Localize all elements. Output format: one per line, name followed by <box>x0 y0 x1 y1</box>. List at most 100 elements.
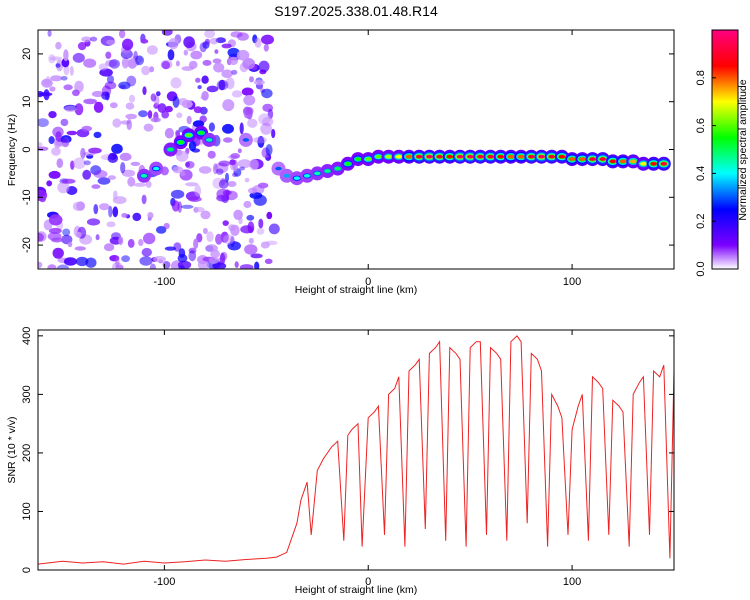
noise-blob <box>56 59 64 72</box>
noise-blob <box>62 228 71 237</box>
noise-blob <box>204 30 216 39</box>
ridge-mark <box>568 157 576 161</box>
noise-blob <box>38 142 43 147</box>
noise-blob <box>266 211 273 220</box>
noise-blob <box>183 36 195 49</box>
y-tick-label: 0 <box>21 567 33 573</box>
ridge-mark <box>436 154 443 159</box>
noise-blob <box>101 91 110 100</box>
noise-blob <box>218 160 231 167</box>
ridge-mark <box>375 154 382 159</box>
noise-blob <box>227 47 240 58</box>
y-tick-label: 300 <box>21 385 33 403</box>
noise-blob <box>46 180 53 187</box>
noise-blob <box>41 79 52 85</box>
ridge-mark <box>548 154 555 159</box>
noise-blob <box>83 160 91 166</box>
noise-blob <box>82 169 92 180</box>
noise-blob <box>237 148 242 154</box>
noise-blob <box>83 58 97 68</box>
colorbar-gradient <box>711 29 739 270</box>
noise-blob <box>193 238 199 250</box>
ridge-mark <box>426 154 433 159</box>
noise-blob <box>146 45 158 55</box>
noise-blob <box>127 176 136 187</box>
noise-blob <box>188 196 202 202</box>
noise-blob <box>73 157 86 169</box>
snr-plot-area <box>38 330 674 570</box>
noise-blob <box>161 30 173 36</box>
noise-blob <box>258 218 264 229</box>
noise-blob <box>232 172 238 177</box>
noise-blob <box>39 195 47 203</box>
noise-blob <box>262 116 274 127</box>
noise-blob <box>225 77 235 90</box>
noise-blob <box>170 189 185 199</box>
x-tick-label: -100 <box>153 576 175 588</box>
noise-blob <box>47 30 52 37</box>
noise-blob <box>81 36 92 43</box>
noise-blob <box>243 200 252 209</box>
noise-blob <box>48 170 61 179</box>
noise-blob <box>264 258 273 264</box>
noise-blob <box>122 38 134 51</box>
snr-frame <box>37 329 675 571</box>
ridge-mark <box>354 157 362 161</box>
ridge-mark <box>619 159 627 164</box>
noise-blob <box>109 102 118 109</box>
noise-blob <box>219 252 226 265</box>
noise-blob <box>164 127 174 139</box>
noise-blob <box>51 147 61 156</box>
spectrogram-x-axis-label: Height of straight line (km) <box>295 284 418 296</box>
spectrogram-y-axis-label: Frequency (Hz) <box>6 114 18 186</box>
noise-blob <box>106 39 116 45</box>
noise-blob <box>38 118 49 128</box>
ridge-mark <box>589 157 596 161</box>
noise-blob <box>75 256 89 267</box>
snr-x-ticks: -100 0 100 <box>153 330 581 588</box>
noise-blob <box>201 75 209 84</box>
ridge-mark <box>487 154 494 159</box>
spectrogram-ridge-layer <box>137 125 671 186</box>
noise-blob <box>172 166 184 174</box>
noise-blob <box>258 60 270 73</box>
ridge-mark <box>497 154 504 159</box>
noise-blob <box>222 123 234 134</box>
noise-blob <box>227 181 237 187</box>
noise-blob <box>229 159 236 166</box>
noise-blob <box>254 261 260 269</box>
noise-blob <box>93 204 99 215</box>
noise-blob <box>63 84 73 91</box>
noise-blob <box>98 63 108 71</box>
noise-blob <box>118 30 126 39</box>
noise-blob <box>177 254 188 263</box>
noise-blob <box>45 75 51 85</box>
noise-blob <box>49 56 63 61</box>
noise-blob <box>172 96 180 108</box>
noise-blob <box>38 232 44 242</box>
ridge-mark <box>507 154 515 159</box>
noise-blob <box>149 66 155 73</box>
noise-blob <box>231 69 238 75</box>
spectrogram-y-ticks: -20 -10 0 10 20 <box>21 48 674 253</box>
colorbar-label: Normalized spectral amplitude <box>737 79 749 220</box>
noise-blob <box>249 76 254 83</box>
spectrogram-noise-layer <box>38 30 280 269</box>
noise-blob <box>38 91 44 98</box>
noise-blob <box>185 161 195 169</box>
ridge-mark <box>324 169 331 173</box>
noise-blob <box>208 256 219 264</box>
noise-blob <box>97 177 111 185</box>
noise-blob <box>244 244 258 255</box>
noise-blob <box>185 182 199 187</box>
noise-blob <box>147 110 153 119</box>
noise-blob <box>112 118 122 128</box>
noise-blob <box>48 136 55 145</box>
noise-blob <box>188 140 197 152</box>
noise-blob <box>208 122 215 132</box>
noise-blob <box>135 55 145 66</box>
noise-blob <box>118 81 131 90</box>
y-tick-label: 10 <box>21 96 33 108</box>
